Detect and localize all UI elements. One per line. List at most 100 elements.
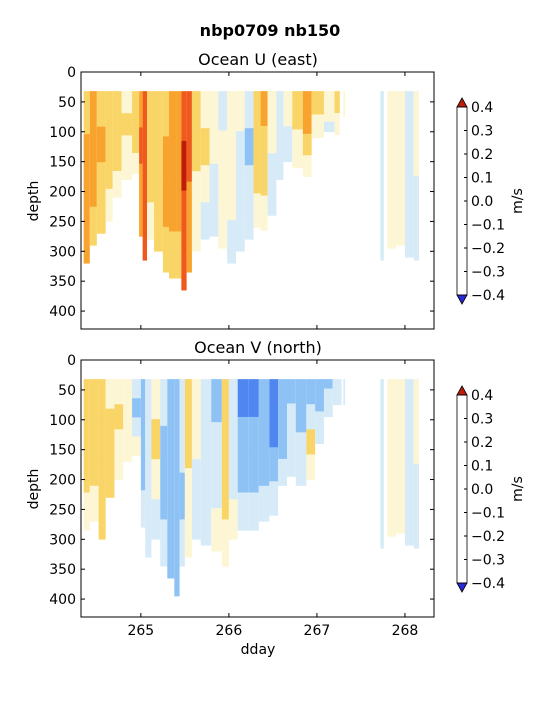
heatmap-cell <box>413 421 420 464</box>
heatmap-cell <box>181 240 187 291</box>
heatmap-cell <box>105 156 113 190</box>
colorbar-unit-label-u: m/s <box>510 188 526 214</box>
heatmap-cell <box>186 226 192 273</box>
heatmap-cell <box>237 492 249 531</box>
heatmap-cell <box>114 429 124 455</box>
heatmap-cell <box>332 398 342 406</box>
heatmap-cell <box>387 209 397 249</box>
x-tick-label: 268 <box>392 623 419 639</box>
heatmap-cell <box>147 202 155 240</box>
heatmap-cell <box>105 438 115 469</box>
heatmap-cell <box>413 217 420 261</box>
colorbar-tick-label: 0.4 <box>471 100 493 116</box>
colorbar-tick-label: −0.1 <box>471 218 505 234</box>
heatmap-cell <box>334 102 340 114</box>
heatmap-cell <box>227 220 236 264</box>
heatmap-cell <box>140 490 146 528</box>
heatmap-cell <box>380 463 384 507</box>
heatmap-cell <box>292 110 303 130</box>
heatmap-cell <box>260 160 268 196</box>
heatmap-cell <box>209 127 219 165</box>
heatmap-cell <box>176 231 182 279</box>
heatmap-cell <box>121 135 133 158</box>
heatmap-cell <box>200 420 212 463</box>
heatmap-cell <box>162 226 170 273</box>
heatmap-cell <box>147 91 155 129</box>
heatmap-cell <box>105 467 115 498</box>
heatmap-cell <box>184 512 192 558</box>
heatmap-cell <box>186 91 192 137</box>
heatmap-cell <box>248 492 259 531</box>
heatmap-cell <box>295 458 307 486</box>
heatmap-cell <box>269 447 279 482</box>
heatmap-cell <box>228 379 238 420</box>
heatmap-cell <box>276 135 284 158</box>
heatmap-cell <box>286 403 296 429</box>
heatmap-cell <box>278 458 287 486</box>
heatmap-cell <box>140 416 146 454</box>
heatmap-cell <box>283 108 293 127</box>
heatmap-cell <box>160 472 168 520</box>
heatmap-cell <box>123 440 133 462</box>
heatmap-cell <box>98 419 106 460</box>
heatmap-cell <box>404 420 414 463</box>
heatmap-cell <box>253 91 261 126</box>
heatmap-cell <box>132 436 141 456</box>
heatmap-cell <box>387 457 397 498</box>
heatmap-cell <box>387 130 397 171</box>
heatmap-cell <box>151 459 161 500</box>
heatmap-cell <box>387 418 397 459</box>
heatmap-cell <box>211 508 222 552</box>
figure-suptitle: nbp0709 nb150 <box>200 21 341 40</box>
panel-title-u: Ocean U (east) <box>198 50 318 69</box>
heatmap-cell <box>323 397 333 408</box>
heatmap-cell <box>145 379 152 424</box>
heatmap-cell <box>302 91 312 113</box>
heatmap-cell <box>380 421 384 464</box>
heatmap-cell <box>191 459 201 500</box>
colorbar-tick-label: 0.2 <box>471 435 493 451</box>
heatmap-cell <box>244 165 254 203</box>
axis-ticks-u: 0 50 100 150 200 250 300 350 400 <box>49 65 434 329</box>
heatmap-cell <box>235 131 245 172</box>
heatmap-cell <box>154 91 163 132</box>
heatmap-cell <box>191 171 201 212</box>
heatmap-cell <box>315 395 324 412</box>
heatmap-cell <box>413 505 420 549</box>
heatmap-cell <box>105 123 113 157</box>
heatmap-cell <box>221 425 229 473</box>
heatmap-cell <box>227 177 236 221</box>
heatmap-cell <box>174 433 180 488</box>
heatmap-cell <box>404 215 414 258</box>
heatmap-cells-v <box>83 379 420 597</box>
heatmap-cell <box>209 200 219 237</box>
heatmap-cell <box>323 388 333 399</box>
colorbar-tick-label: 0.3 <box>471 124 493 140</box>
heatmap-cell <box>235 91 245 132</box>
heatmap-cell <box>83 379 90 418</box>
heatmap-cell <box>200 462 212 505</box>
heatmap-cell <box>404 132 414 175</box>
heatmap-cell <box>132 111 140 133</box>
colorbar-tick-label: −0.2 <box>471 529 505 545</box>
heatmap-cell <box>139 91 143 128</box>
heatmap-cell <box>228 499 238 540</box>
heatmap-cell <box>248 416 259 456</box>
heatmap-cell <box>151 419 161 460</box>
y-tick-label: 50 <box>58 95 76 111</box>
heatmap-cell <box>278 432 287 460</box>
heatmap-cell <box>132 379 141 399</box>
colorbar-tick-label: 0.0 <box>471 194 493 210</box>
colorbar-tick-label: 0.2 <box>471 147 493 163</box>
heatmap-cell <box>267 122 277 154</box>
heatmap-cell <box>387 379 397 419</box>
heatmap-cell <box>83 220 90 264</box>
heatmap-cell <box>154 131 163 172</box>
heatmap-cell <box>167 478 175 529</box>
heatmap-cell <box>396 379 405 418</box>
heatmap-cell <box>105 408 115 439</box>
colorbar-tick-label: 0.3 <box>471 412 493 428</box>
heatmap-cell <box>132 152 140 174</box>
heatmap-cell <box>121 113 133 136</box>
heatmap-cell <box>343 97 346 105</box>
